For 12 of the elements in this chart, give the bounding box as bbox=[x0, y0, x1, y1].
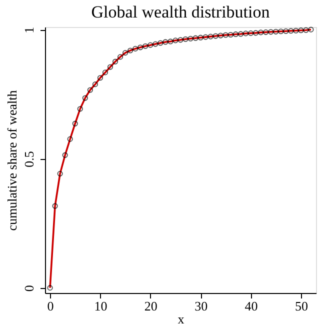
x-tick-label: 0 bbox=[47, 298, 54, 314]
chart-title: Global wealth distribution bbox=[91, 2, 270, 22]
x-tick-label: 30 bbox=[194, 298, 208, 314]
x-tick-label: 20 bbox=[144, 298, 158, 314]
y-tick-label: 1 bbox=[22, 26, 36, 34]
x-axis-title: x bbox=[178, 312, 185, 326]
y-tick-label: 0 bbox=[22, 285, 36, 292]
x-tick-label: 10 bbox=[94, 298, 108, 314]
x-tick-label: 40 bbox=[244, 298, 258, 314]
y-tick-label: 0.5 bbox=[22, 151, 36, 168]
y-axis-title: cumulative share of wealth bbox=[4, 90, 20, 231]
x-tick-label: 50 bbox=[294, 298, 308, 314]
